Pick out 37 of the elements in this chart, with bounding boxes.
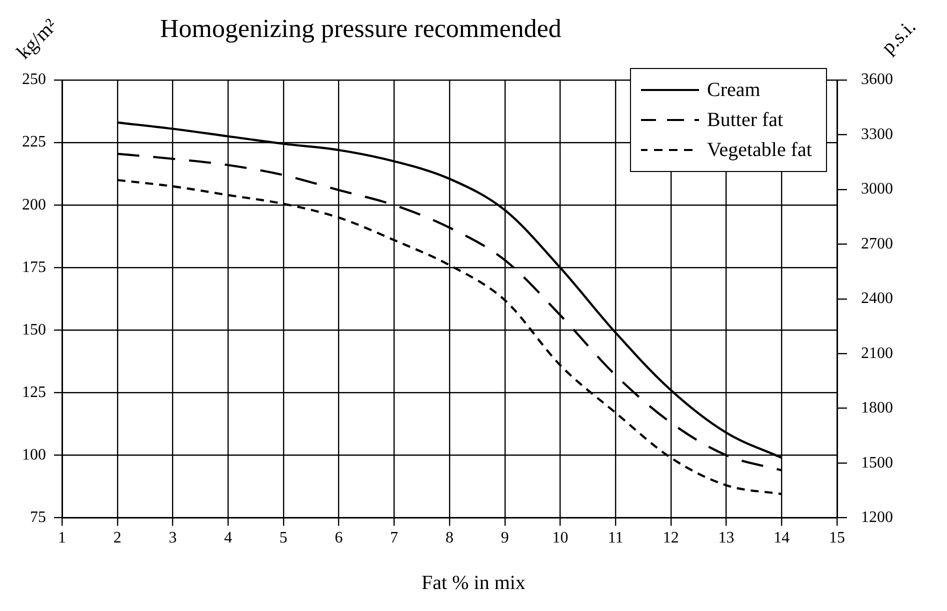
y2-tick-label: 2700 [861,235,893,252]
x-tick-label: 13 [718,530,734,547]
x-tick-label: 7 [390,530,398,547]
y2-tick-label: 3600 [861,71,893,88]
x-tick-label: 1 [58,530,66,547]
legend-label: Vegetable fat [707,138,812,162]
y-tick-label: 125 [22,384,46,401]
y-tick-label: 150 [22,321,46,338]
y2-tick-label: 1800 [861,400,893,417]
y-tick-label: 250 [22,71,46,88]
x-tick-label: 12 [662,530,679,547]
y2-tick-label: 2400 [861,290,893,308]
y-tick-label: 75 [30,509,46,526]
x-tick-label: 14 [774,530,790,547]
y-tick-label: 225 [22,134,46,151]
x-tick-label: 2 [113,530,122,547]
legend-label: Butter fat [707,108,784,132]
x-tick-label: 8 [446,530,454,547]
y2-tick-label: 3300 [861,126,893,143]
legend-label: Cream [707,78,760,102]
y-tick-label: 175 [22,258,46,276]
x-axis-title: Fat % in mix [420,572,526,595]
y2-tick-label: 2100 [861,344,893,362]
x-tick-label: 4 [224,530,232,547]
x-tick-label: 6 [334,530,343,547]
y2-tick-label: 1200 [861,509,893,526]
x-tick-label: 10 [552,530,568,547]
x-tick-label: 5 [279,530,288,547]
x-tick-label: 9 [500,530,509,547]
y-tick-label: 200 [22,196,46,214]
y-tick-label: 100 [22,446,46,464]
x-tick-label: 15 [829,530,845,547]
y2-tick-label: 3000 [861,180,893,198]
x-tick-label: 3 [168,530,177,547]
y2-tick-label: 1500 [861,454,893,472]
chart-title: Homogenizing pressure recommended [160,14,562,44]
x-tick-label: 11 [608,530,624,547]
